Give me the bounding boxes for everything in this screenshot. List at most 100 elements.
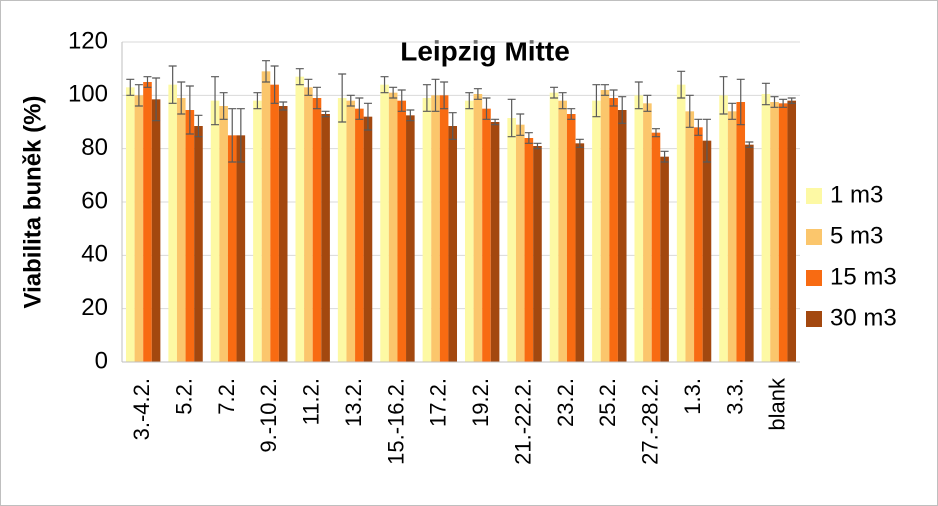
- x-tick-label: 25.2.: [595, 378, 620, 427]
- bar: [702, 140, 712, 362]
- legend-swatch: [806, 311, 822, 327]
- bar: [397, 100, 407, 363]
- error-bar: [524, 132, 533, 144]
- bar: [482, 108, 491, 363]
- error-bar: [533, 142, 542, 150]
- bar: [676, 84, 686, 363]
- bar: [388, 92, 398, 363]
- error-bar: [787, 97, 796, 104]
- x-tick-label: 7.2.: [214, 378, 239, 415]
- error-bar: [482, 97, 491, 120]
- error-bar: [643, 94, 652, 112]
- error-bar: [253, 92, 262, 110]
- error-bar: [761, 82, 770, 106]
- error-bar: [558, 92, 567, 110]
- error-bar: [219, 92, 228, 120]
- legend-swatch: [806, 270, 822, 286]
- y-tick-label: 100: [68, 81, 108, 108]
- bar: [337, 98, 347, 362]
- error-bar: [685, 94, 694, 128]
- bar: [745, 144, 754, 362]
- x-tick-label: 15.-16.2.: [383, 378, 408, 465]
- error-bar: [321, 110, 330, 118]
- error-bar: [355, 97, 364, 120]
- x-tick-label: blank: [765, 377, 790, 431]
- y-tick-label: 40: [81, 241, 108, 268]
- error-bar: [702, 118, 711, 163]
- x-tick-label: 3.-4.2.: [129, 378, 154, 440]
- error-bar: [312, 86, 321, 110]
- bar: [125, 87, 135, 362]
- y-tick-label: 80: [81, 134, 108, 161]
- legend-label: 5 m3: [830, 222, 883, 249]
- x-tick-label: 11.2.: [299, 378, 324, 425]
- error-bar: [677, 70, 686, 99]
- bar: [168, 84, 177, 363]
- error-bar: [601, 84, 610, 96]
- bar: [219, 106, 228, 362]
- legend-label: 1 m3: [830, 181, 883, 208]
- bar: [592, 100, 601, 363]
- bar: [617, 110, 627, 362]
- x-tick-label: 21.-22.2.: [510, 378, 535, 465]
- bar: [185, 110, 195, 362]
- error-bar: [448, 112, 457, 140]
- bar: [609, 98, 618, 362]
- error-bar: [651, 128, 660, 138]
- error-bar: [143, 76, 152, 88]
- error-bar: [592, 84, 601, 118]
- bar: [685, 111, 695, 362]
- bar: [346, 100, 356, 363]
- bar: [643, 103, 652, 362]
- bar: [515, 124, 525, 363]
- error-bar: [211, 76, 220, 126]
- bar: [151, 99, 161, 362]
- error-bar: [507, 98, 516, 138]
- error-bar: [389, 86, 398, 99]
- error-bar: [779, 98, 788, 108]
- bar: [448, 126, 458, 362]
- bar: [431, 95, 440, 362]
- bar: [736, 102, 746, 362]
- bar: [549, 92, 559, 363]
- error-bar: [346, 94, 355, 107]
- bar: [473, 94, 483, 362]
- x-tick-label: 19.2.: [468, 378, 493, 427]
- error-bar: [660, 150, 669, 163]
- error-bar: [338, 73, 347, 123]
- error-bar: [550, 86, 559, 99]
- error-bar: [634, 81, 643, 110]
- error-bar: [491, 118, 500, 126]
- error-bar: [473, 88, 482, 100]
- bar: [194, 126, 203, 362]
- bar: [778, 103, 788, 362]
- bar: [422, 98, 432, 362]
- error-bar: [440, 81, 449, 110]
- x-tick-label: 13.2.: [341, 378, 366, 427]
- y-tick-label: 0: [95, 347, 108, 374]
- legend-swatch: [806, 229, 822, 245]
- bar: [406, 115, 415, 362]
- x-tick-label: 1.3.: [680, 378, 705, 415]
- error-bar: [185, 85, 194, 135]
- legend-label: 30 m3: [830, 304, 897, 331]
- error-bar: [431, 78, 440, 112]
- error-bar: [228, 108, 237, 163]
- bar: [490, 122, 500, 362]
- x-tick-label: 17.2.: [426, 378, 451, 427]
- error-bar: [567, 108, 576, 120]
- error-bar: [406, 109, 415, 122]
- bar: [134, 95, 144, 362]
- error-bar: [152, 77, 161, 122]
- error-bar: [363, 102, 372, 131]
- bar: [600, 90, 610, 362]
- bar: [533, 146, 542, 362]
- y-tick-label: 60: [81, 187, 108, 214]
- bar: [143, 82, 152, 362]
- bar: [363, 116, 373, 363]
- bar: [253, 100, 262, 363]
- bar: [651, 132, 661, 362]
- bar: [727, 111, 737, 362]
- bar: [770, 102, 779, 362]
